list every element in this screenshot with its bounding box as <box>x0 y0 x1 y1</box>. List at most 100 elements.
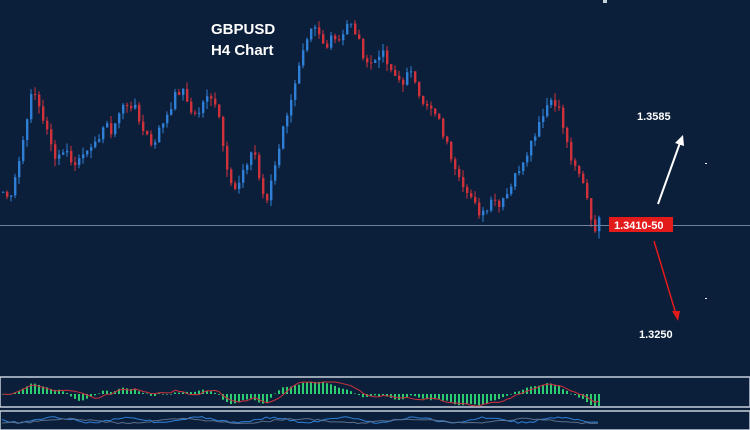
histogram-bar <box>102 390 104 394</box>
histogram-bar <box>286 386 288 394</box>
histogram-bar <box>414 394 416 397</box>
histogram-bar <box>250 394 252 400</box>
histogram-bar <box>278 390 280 394</box>
candle-body <box>462 177 465 187</box>
histogram-bar <box>398 394 400 400</box>
candle-body <box>342 34 345 41</box>
candle-body <box>546 105 549 117</box>
histogram-bar <box>594 394 596 406</box>
candle-body <box>382 50 385 57</box>
candle-body <box>218 104 221 117</box>
histogram-bar <box>566 390 568 394</box>
candle-body <box>210 96 213 99</box>
candle-body <box>182 88 185 95</box>
candle-body <box>150 134 153 145</box>
histogram-bar <box>314 382 316 394</box>
candle-body <box>322 34 325 44</box>
candle-body <box>414 71 417 83</box>
histogram-bar <box>446 394 448 401</box>
histogram-bar <box>70 394 72 397</box>
histogram-bar <box>98 393 100 395</box>
histogram-bar <box>162 394 164 395</box>
candle-body <box>102 127 105 140</box>
candle-body <box>250 152 253 165</box>
histogram-bar <box>438 394 440 400</box>
histogram-bar <box>506 394 508 396</box>
histogram-bar <box>354 393 356 395</box>
candle-body <box>174 91 177 110</box>
candle-body <box>82 154 85 159</box>
candle-body <box>374 60 377 63</box>
histogram-bar <box>474 394 476 405</box>
histogram-bar <box>130 389 132 394</box>
histogram-bar <box>266 394 268 403</box>
candle-body <box>358 34 361 39</box>
candle-body <box>194 112 197 114</box>
candle-body <box>178 91 181 95</box>
histogram-bar <box>270 394 272 398</box>
histogram-bar <box>522 389 524 394</box>
histogram-bar <box>110 392 112 394</box>
candle-body <box>2 191 5 193</box>
histogram-bar <box>322 382 324 394</box>
candle-body <box>578 165 581 174</box>
candle-body <box>98 139 101 142</box>
candle-body <box>238 182 241 189</box>
histogram-bar <box>22 388 24 394</box>
candle-body <box>190 101 193 113</box>
histogram-bar <box>262 394 264 404</box>
histogram-bar <box>198 390 200 394</box>
oscillator-panel <box>0 376 750 408</box>
candle-body <box>314 27 317 29</box>
candle-body <box>202 101 205 113</box>
histogram-bar <box>134 389 136 394</box>
histogram-bar <box>582 394 584 399</box>
candle-body <box>106 123 109 128</box>
histogram-bar <box>54 389 56 394</box>
right-tick <box>705 163 707 164</box>
histogram-bar <box>442 394 444 401</box>
candle-body <box>510 186 513 194</box>
histogram-bar <box>466 394 468 405</box>
histogram-bar <box>18 390 20 394</box>
histogram-bar <box>66 392 68 394</box>
candle-body <box>498 200 501 207</box>
histogram-bar <box>222 394 224 400</box>
candle-body <box>450 141 453 160</box>
histogram-bar <box>182 392 184 394</box>
candle-body <box>566 127 569 142</box>
candle-body <box>598 217 601 232</box>
candle-body <box>158 127 161 143</box>
candle-body <box>534 136 537 141</box>
candle-body <box>214 98 217 105</box>
histogram-bar <box>382 394 384 396</box>
histogram-bar <box>454 394 456 405</box>
candle-body <box>26 119 29 141</box>
candle-body <box>114 123 117 135</box>
candle-body <box>162 123 165 128</box>
candle-body <box>274 165 277 181</box>
candle-body <box>350 23 353 25</box>
candle-body <box>370 62 373 64</box>
candle-body <box>502 198 505 207</box>
histogram-bar <box>490 394 492 401</box>
histogram-bar <box>410 394 412 396</box>
candle-body <box>222 116 225 147</box>
histogram-bar <box>350 391 352 394</box>
down-arrow <box>653 240 680 321</box>
histogram-bar <box>178 392 180 394</box>
histogram-bar <box>230 394 232 405</box>
oscillator-signal-line <box>2 381 600 407</box>
lower-indicator-panel <box>0 410 750 430</box>
histogram-bar <box>50 388 52 394</box>
candle-body <box>30 94 33 120</box>
candle-body <box>138 104 141 122</box>
candle-body <box>558 106 561 108</box>
candle-body <box>430 105 433 109</box>
histogram-bar <box>38 384 40 394</box>
candle-body <box>10 195 13 197</box>
histogram-bar <box>486 394 488 404</box>
candle-body <box>466 186 469 194</box>
histogram-bar <box>34 383 36 394</box>
